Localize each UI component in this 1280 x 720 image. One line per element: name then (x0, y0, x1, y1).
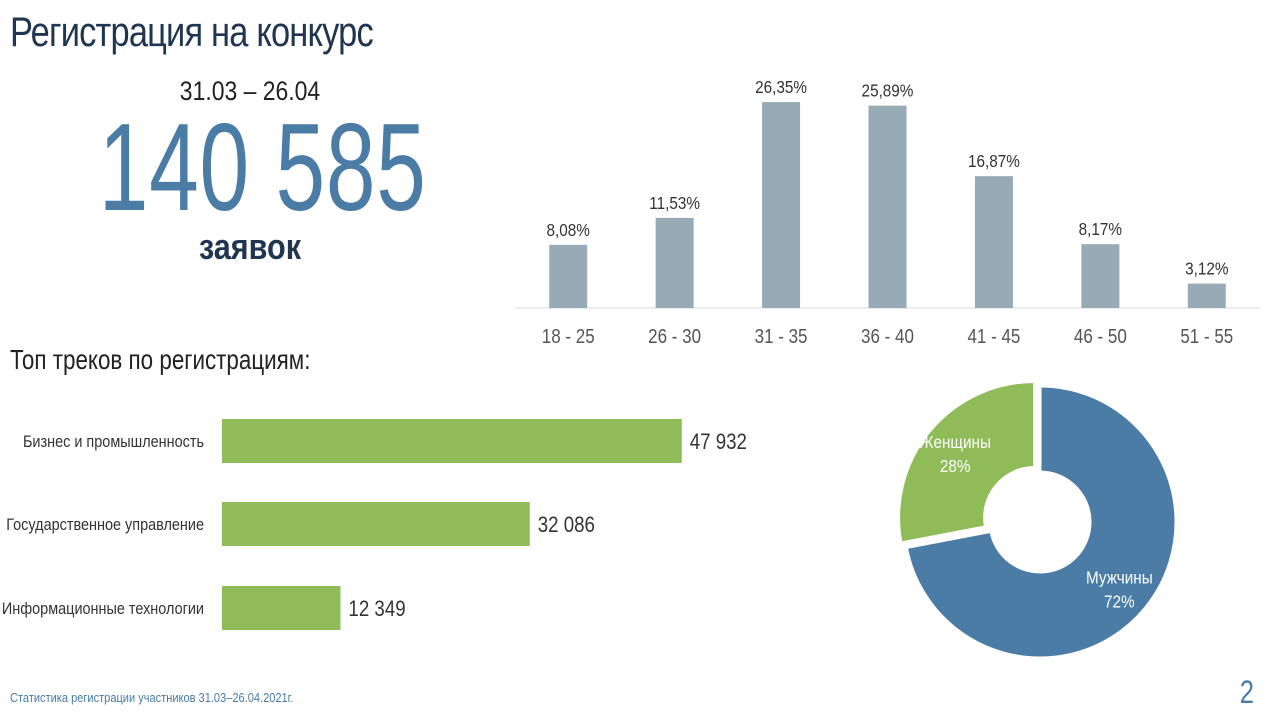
tracks-section-title: Топ треков по регистрациям: (10, 344, 311, 375)
footer-note: Статистика регистрации участников 31.03–… (10, 690, 294, 705)
age-tick-label: 26 - 30 (648, 325, 701, 348)
track-value-label: 47 932 (690, 431, 747, 455)
age-bar (549, 244, 588, 308)
age-tick-label: 18 - 25 (542, 325, 595, 348)
age-bar-label: 8,08% (547, 220, 590, 240)
donut-slice-name: Мужчины (1086, 567, 1153, 587)
donut-slice-percent: 28% (940, 456, 971, 476)
age-tick-label: 31 - 35 (755, 325, 808, 348)
age-bar-label: 3,12% (1185, 258, 1228, 278)
track-category-label: Государственное управление (6, 516, 204, 534)
age-bar-label: 16,87% (968, 151, 1020, 171)
track-bar (222, 419, 682, 463)
age-bar (974, 176, 1013, 308)
track-category-label: Бизнес и промышленность (23, 433, 204, 451)
age-bar (1187, 283, 1226, 308)
age-bar-label: 11,53% (649, 193, 700, 213)
age-bar (762, 102, 801, 309)
total-applications-unit: заявок (198, 226, 302, 267)
age-bar-label: 26,35% (755, 77, 807, 97)
track-category-label: Информационные технологии (2, 600, 204, 618)
donut-slice-percent: 72% (1104, 591, 1135, 611)
age-bar-label: 8,17% (1079, 219, 1122, 239)
track-value-label: 12 349 (348, 598, 405, 622)
track-value-label: 32 086 (538, 514, 595, 538)
age-tick-label: 36 - 40 (861, 325, 914, 348)
total-applications: 140 585 (98, 99, 427, 237)
age-bar (655, 217, 694, 308)
page-number: 2 (1239, 674, 1255, 710)
donut-slice (897, 380, 1037, 545)
age-bar (868, 105, 907, 309)
age-tick-label: 46 - 50 (1074, 325, 1127, 348)
donut-slice (904, 384, 1178, 660)
age-bar (1081, 244, 1120, 308)
age-bar-label: 25,89% (862, 81, 914, 101)
age-tick-label: 51 - 55 (1180, 325, 1233, 348)
age-tick-label: 41 - 45 (967, 325, 1020, 348)
period-label: 31.03 – 26.04 (179, 76, 321, 106)
donut-slice-name: Женщины (920, 432, 991, 452)
track-bar (222, 586, 341, 630)
track-bar (222, 502, 530, 546)
page-title: Регистрация на конкурс (10, 8, 374, 55)
